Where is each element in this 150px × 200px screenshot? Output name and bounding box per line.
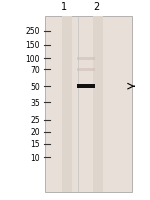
Text: 50: 50	[30, 82, 40, 91]
Text: 25: 25	[30, 116, 40, 125]
Text: 20: 20	[30, 128, 40, 137]
FancyBboxPatch shape	[77, 58, 95, 61]
Text: 1: 1	[61, 2, 68, 12]
FancyBboxPatch shape	[62, 17, 72, 192]
Text: 10: 10	[30, 153, 40, 162]
Text: 100: 100	[25, 55, 40, 64]
Text: 150: 150	[25, 41, 40, 50]
Text: 70: 70	[30, 66, 40, 74]
Text: 35: 35	[30, 98, 40, 107]
Text: 250: 250	[25, 27, 40, 36]
Text: 2: 2	[93, 2, 99, 12]
FancyBboxPatch shape	[77, 68, 95, 72]
FancyBboxPatch shape	[77, 85, 95, 89]
FancyBboxPatch shape	[45, 17, 132, 192]
Text: 15: 15	[30, 139, 40, 148]
FancyBboxPatch shape	[93, 17, 103, 192]
